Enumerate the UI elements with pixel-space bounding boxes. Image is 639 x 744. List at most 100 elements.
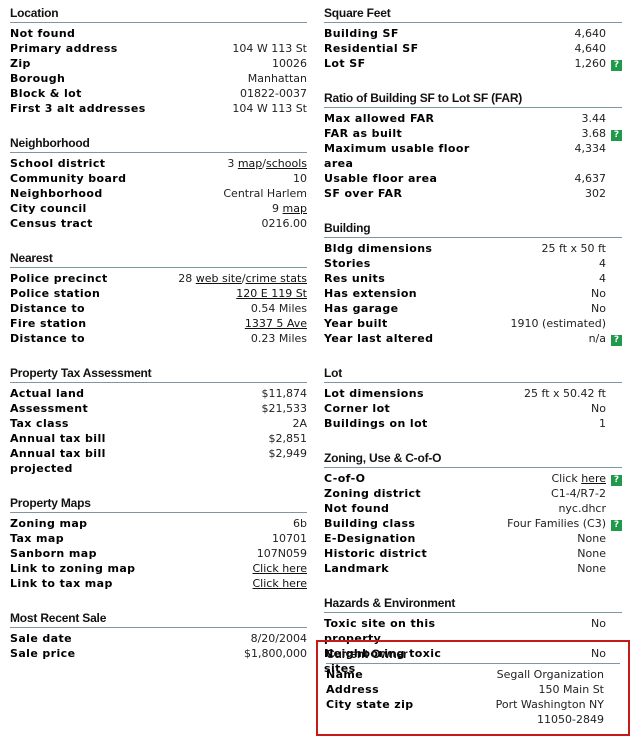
table-row: Primary address 104 W 113 St: [10, 41, 307, 56]
table-row: Name Segall Organization: [326, 667, 620, 682]
zoning-section: Zoning, Use & C-of-O C-of-O Click here ?…: [324, 445, 622, 576]
row-value: Central Harlem: [223, 187, 307, 200]
table-row: Sale price $1,800,000: [10, 646, 307, 661]
table-row: Year last altered n/a?: [324, 331, 622, 346]
row-value: None: [577, 562, 606, 575]
owner-city-state-zip: Port Washington NY 11050-2849: [458, 697, 604, 727]
tax-map-link[interactable]: Click here: [252, 577, 308, 590]
row-value: Four Families (C3): [507, 517, 606, 530]
city-council-number: 9: [272, 202, 280, 215]
table-row: Distance to 0.23 Miles: [10, 331, 307, 346]
row-label: Buildings on lot: [324, 417, 428, 430]
precinct-number: 28: [178, 272, 193, 285]
row-label: Tax map: [10, 532, 64, 545]
row-value: 302: [585, 187, 606, 200]
help-icon[interactable]: ?: [611, 130, 622, 141]
row-label: Zoning district: [324, 487, 422, 500]
table-row: Actual land $11,874: [10, 386, 307, 401]
row-label: Sale price: [10, 647, 76, 660]
table-row: Usable floor area 4,637: [324, 171, 622, 186]
schools-link[interactable]: schools: [266, 157, 307, 170]
precinct-website-link[interactable]: web site: [195, 272, 242, 285]
city-council-value: 9 map: [164, 201, 307, 216]
table-row: Not found: [10, 26, 307, 41]
row-value: 10: [293, 172, 307, 185]
crime-stats-link[interactable]: crime stats: [245, 272, 307, 285]
zip: 11050-2849: [537, 713, 604, 726]
cofo-value: Click here: [479, 471, 606, 486]
row-value: 4,640: [574, 42, 607, 55]
row-value: 1: [599, 417, 606, 430]
row-label: E-Designation: [324, 532, 416, 545]
help-icon[interactable]: ?: [611, 60, 622, 71]
row-value: 1910 (estimated): [510, 317, 606, 330]
school-district-map-link[interactable]: map: [237, 157, 263, 170]
table-row: Fire station 1337 5 Ave: [10, 316, 307, 331]
table-row: Building SF 4,640: [324, 26, 622, 41]
square-feet-section: Square Feet Building SF 4,640 Residential…: [324, 0, 622, 71]
right-column: Square Feet Building SF 4,640 Residential…: [324, 0, 622, 690]
table-row: Buildings on lot 1: [324, 416, 622, 431]
row-label: Not found: [10, 27, 76, 40]
row-value: $2,851: [268, 432, 308, 445]
row-label: Has garage: [324, 302, 399, 315]
location-table: Not found Primary address 104 W 113 St Zi…: [10, 26, 307, 116]
row-value: [164, 26, 307, 41]
row-value: None: [577, 532, 606, 545]
row-value: None: [577, 547, 606, 560]
help-icon[interactable]: ?: [611, 475, 622, 486]
table-row: Police station 120 E 119 St: [10, 286, 307, 301]
far-section: Ratio of Building SF to Lot SF (FAR) Max…: [324, 85, 622, 201]
row-label: Block & lot: [10, 87, 82, 100]
help-icon[interactable]: ?: [611, 520, 622, 531]
tax-table: Actual land $11,874 Assessment $21,533 Tax…: [10, 386, 307, 476]
row-value: C1-4/R7-2: [551, 487, 606, 500]
row-label: Police station: [10, 287, 101, 300]
city-state: Port Washington NY: [495, 698, 604, 711]
section-title: Square Feet: [324, 0, 622, 23]
row-label: Has extension: [324, 287, 418, 300]
zoning-map-link[interactable]: Click here: [252, 562, 308, 575]
row-label: Building SF: [324, 27, 399, 40]
table-row: Neighborhood Central Harlem: [10, 186, 307, 201]
row-label: Neighborhood: [10, 187, 103, 200]
table-row: C-of-O Click here ?: [324, 471, 622, 486]
location-section: Location Not found Primary address 104 W …: [10, 0, 307, 116]
table-row: Maximum usable floor area 4,334: [324, 141, 622, 171]
row-value: nyc.dhcr: [558, 502, 606, 515]
row-value: 0.23 Miles: [250, 332, 307, 345]
table-row: Zoning map 6b: [10, 516, 307, 531]
row-label: Building class: [324, 517, 416, 530]
row-label: Address: [326, 683, 380, 696]
row-value: 8/20/2004: [250, 632, 307, 645]
row-value: n/a: [588, 332, 606, 345]
fire-station-link[interactable]: 1337 5 Ave: [244, 317, 307, 330]
table-row: Residential SF 4,640: [324, 41, 622, 56]
row-value: 4,334: [574, 142, 607, 155]
recent-sale-section: Most Recent Sale Sale date 8/20/2004 Sale…: [10, 605, 307, 661]
row-label: Police precinct: [10, 272, 108, 285]
section-title: Property Tax Assessment: [10, 360, 307, 383]
help-icon[interactable]: ?: [611, 335, 622, 346]
row-label: Assessment: [10, 402, 89, 415]
row-label: Residential SF: [324, 42, 419, 55]
row-label: Res units: [324, 272, 386, 285]
row-label: Year built: [324, 317, 388, 330]
police-station-link[interactable]: 120 E 119 St: [236, 287, 307, 300]
table-row: FAR as built 3.68?: [324, 126, 622, 141]
row-label: Neighboring toxic sites: [324, 647, 442, 675]
row-label: Not found: [324, 502, 390, 515]
table-row: Community board 10: [10, 171, 307, 186]
property-maps-section: Property Maps Zoning map 6b Tax map 10701 …: [10, 490, 307, 591]
row-label: Max allowed FAR: [324, 112, 435, 125]
building-section: Building Bldg dimensions 25 ft x 50 ft St…: [324, 215, 622, 346]
cofo-here-link[interactable]: here: [581, 472, 606, 485]
table-row: Link to tax map Click here: [10, 576, 307, 591]
section-title: Nearest: [10, 245, 307, 268]
table-row: Landmark None: [324, 561, 622, 576]
row-value: 107N059: [256, 547, 307, 560]
city-council-map-link[interactable]: map: [282, 202, 307, 215]
row-label: Annual tax bill projected: [10, 447, 106, 475]
row-value: 104 W 113 St: [232, 42, 307, 55]
row-value: 10701: [272, 532, 307, 545]
